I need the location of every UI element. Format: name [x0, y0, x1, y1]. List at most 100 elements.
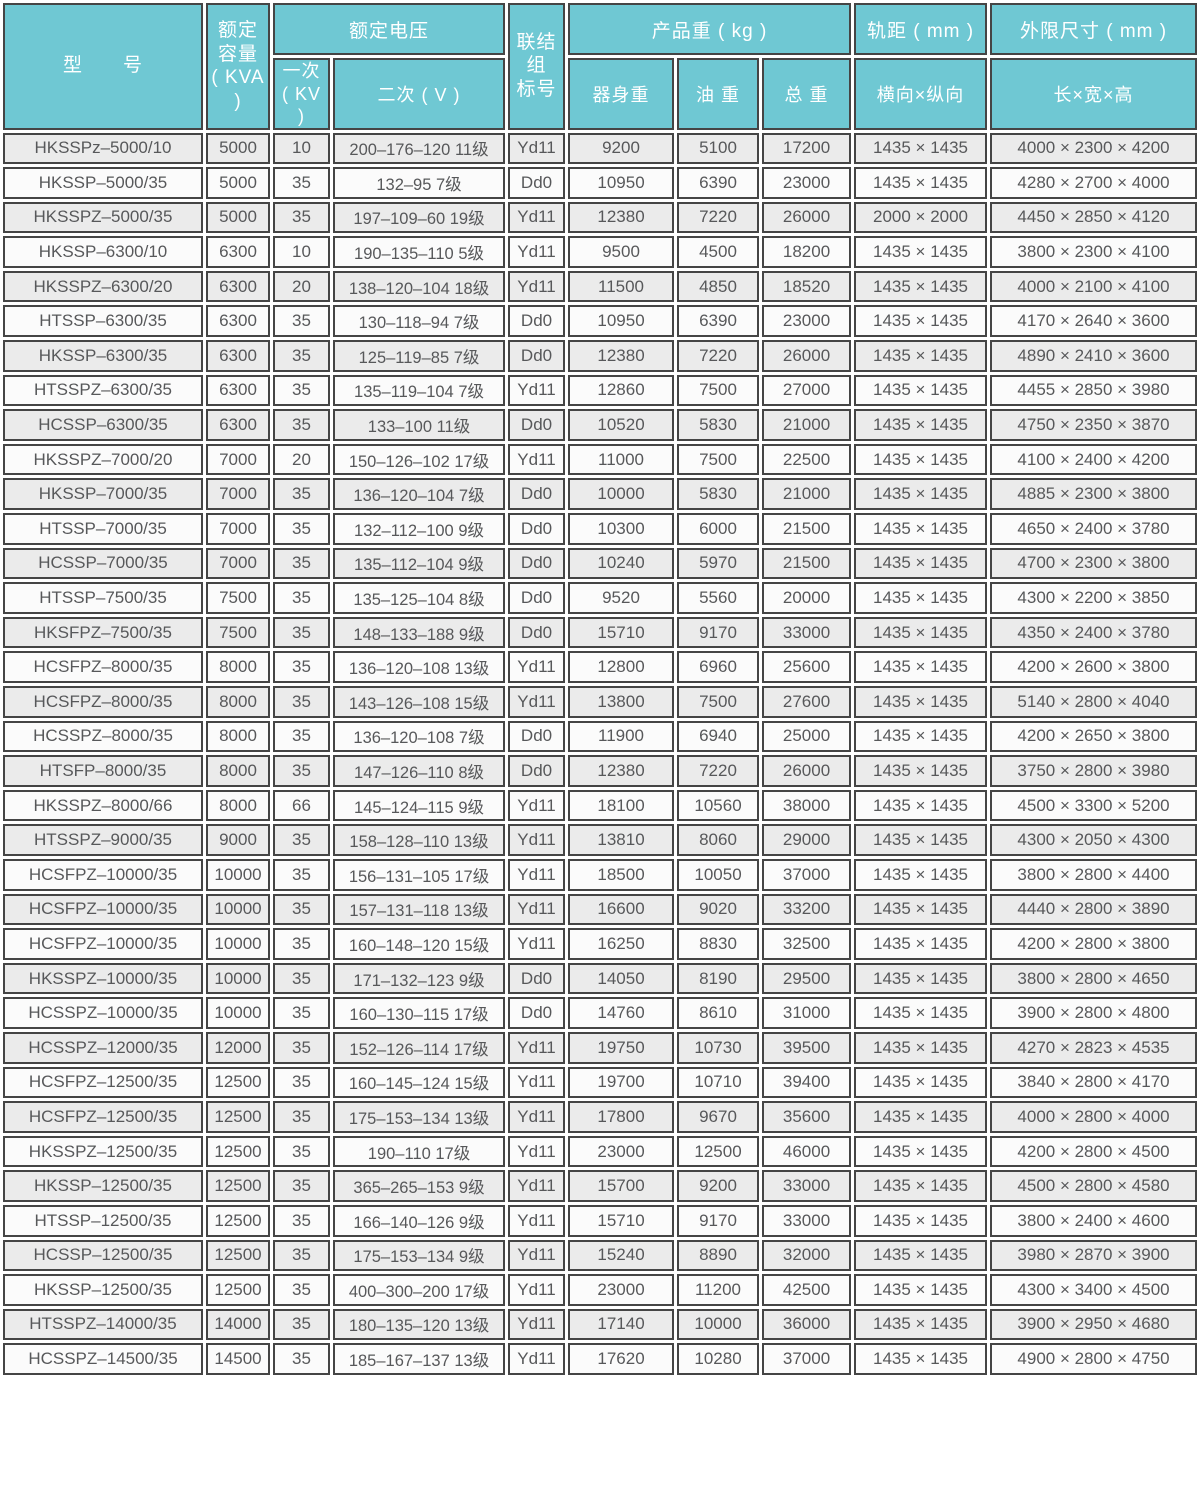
cell-oil-weight: 6940 — [677, 720, 760, 753]
table-row: HKSSPZ–7000/20 7000 20 150–126–102 17级 Yd11 1… — [3, 443, 1198, 476]
cell-oil-weight: 4500 — [677, 236, 760, 268]
cell-model: HCSFPZ–10000/35 — [3, 858, 203, 891]
header-voltage-label: 额定电压 — [349, 20, 430, 42]
cell-oil-weight: 6390 — [677, 305, 760, 338]
cell-oil-weight: 5830 — [677, 478, 760, 511]
cell-oil-weight: 9020 — [677, 893, 760, 926]
cell-vector-group: Dd0 — [508, 547, 566, 580]
table-row: HKSSP–7000/35 7000 35 136–120–104 7级 Dd0 1000… — [3, 478, 1198, 511]
cell-primary-kv: 35 — [273, 1308, 330, 1341]
cell-vector-group: Yd11 — [508, 132, 566, 165]
cell-oil-weight: 6390 — [677, 167, 760, 199]
cell-gauge: 1435 × 1435 — [854, 789, 988, 822]
cell-model: HTSSPZ–6300/35 — [3, 374, 203, 407]
cell-body-weight: 14050 — [568, 962, 675, 995]
header-dims-sub: 长×宽×高 — [990, 58, 1198, 130]
cell-vector-group: Dd0 — [508, 997, 566, 1029]
cell-secondary-v: 152–126–114 17级 — [333, 1031, 506, 1064]
cell-dimensions: 4000 × 2300 × 4200 — [990, 132, 1198, 165]
cell-total-weight: 33000 — [762, 1170, 852, 1202]
table-row: HCSSP–6300/35 6300 35 133–100 11级 Dd0 10520 58… — [3, 409, 1198, 441]
cell-body-weight: 11900 — [568, 720, 675, 753]
cell-dimensions: 4440 × 2800 × 3890 — [990, 893, 1198, 926]
cell-primary-kv: 35 — [273, 547, 330, 580]
cell-oil-weight: 9670 — [677, 1101, 760, 1133]
cell-kva: 10000 — [206, 893, 270, 926]
cell-body-weight: 17140 — [568, 1308, 675, 1341]
cell-gauge: 1435 × 1435 — [854, 1204, 988, 1237]
header-vector-label-1: 联结组 — [516, 31, 557, 77]
cell-vector-group: Yd11 — [508, 1343, 566, 1375]
cell-primary-kv: 35 — [273, 1239, 330, 1272]
cell-body-weight: 12800 — [568, 651, 675, 683]
cell-body-weight: 10950 — [568, 305, 675, 338]
table-row: HTSSPZ–9000/35 9000 35 158–128–110 13级 Yd11 1… — [3, 824, 1198, 856]
cell-dimensions: 4750 × 2350 × 3870 — [990, 409, 1198, 441]
table-row: HKSSP–6300/10 6300 10 190–135–110 5级 Yd11 950… — [3, 236, 1198, 268]
cell-oil-weight: 5560 — [677, 582, 760, 614]
cell-vector-group: Dd0 — [508, 513, 566, 545]
cell-kva: 14500 — [206, 1343, 270, 1375]
cell-gauge: 1435 × 1435 — [854, 1066, 988, 1099]
header-primary: 一次 ( KV ) — [273, 58, 330, 130]
cell-vector-group: Dd0 — [508, 409, 566, 441]
cell-primary-kv: 35 — [273, 582, 330, 614]
cell-oil-weight: 12500 — [677, 1135, 760, 1168]
cell-oil-weight: 5100 — [677, 132, 760, 165]
cell-kva: 10000 — [206, 997, 270, 1029]
cell-total-weight: 20000 — [762, 582, 852, 614]
cell-dimensions: 3900 × 2800 × 4800 — [990, 997, 1198, 1029]
table-row: HCSSP–7000/35 7000 35 135–112–104 9级 Dd0 1024… — [3, 547, 1198, 580]
table-row: HKSFPZ–7500/35 7500 35 148–133–188 9级 Dd0 157… — [3, 616, 1198, 649]
cell-oil-weight: 5970 — [677, 547, 760, 580]
cell-body-weight: 19700 — [568, 1066, 675, 1099]
cell-oil-weight: 4850 — [677, 270, 760, 303]
cell-oil-weight: 5830 — [677, 409, 760, 441]
cell-secondary-v: 135–112–104 9级 — [333, 547, 506, 580]
cell-total-weight: 21500 — [762, 547, 852, 580]
cell-primary-kv: 35 — [273, 928, 330, 960]
cell-kva: 12000 — [206, 1031, 270, 1064]
cell-body-weight: 23000 — [568, 1274, 675, 1306]
cell-body-weight: 15710 — [568, 1204, 675, 1237]
cell-primary-kv: 35 — [273, 478, 330, 511]
cell-kva: 7000 — [206, 547, 270, 580]
header-secondary-label: 二次 ( V ) — [377, 84, 461, 105]
header-gauge-sub: 横向×纵向 — [854, 58, 988, 130]
cell-total-weight: 33200 — [762, 893, 852, 926]
table-row: HCSFPZ–12500/35 12500 35 175–153–134 13级 Yd1… — [3, 1101, 1198, 1133]
cell-dimensions: 4455 × 2850 × 3980 — [990, 374, 1198, 407]
table-row: HCSFPZ–10000/35 10000 35 157–131–118 13级 Yd1… — [3, 893, 1198, 926]
cell-model: HKSSPZ–5000/35 — [3, 201, 203, 234]
cell-vector-group: Yd11 — [508, 1170, 566, 1202]
cell-total-weight: 29000 — [762, 824, 852, 856]
cell-primary-kv: 20 — [273, 443, 330, 476]
cell-body-weight: 16600 — [568, 893, 675, 926]
cell-total-weight: 26000 — [762, 340, 852, 372]
cell-primary-kv: 35 — [273, 720, 330, 753]
cell-body-weight: 10000 — [568, 478, 675, 511]
cell-vector-group: Dd0 — [508, 616, 566, 649]
cell-vector-group: Yd11 — [508, 789, 566, 822]
cell-model: HKSSPz–5000/10 — [3, 132, 203, 165]
cell-dimensions: 5140 × 2800 × 4040 — [990, 686, 1198, 718]
cell-model: HCSSPZ–8000/35 — [3, 720, 203, 753]
cell-gauge: 1435 × 1435 — [854, 997, 988, 1029]
cell-body-weight: 23000 — [568, 1135, 675, 1168]
table-body: HKSSPz–5000/10 5000 10 200–176–120 11级 Yd11 9… — [3, 132, 1198, 1375]
cell-total-weight: 23000 — [762, 167, 852, 199]
header-model-label: 型 号 — [62, 55, 143, 77]
cell-dimensions: 4000 × 2800 × 4000 — [990, 1101, 1198, 1133]
cell-primary-kv: 35 — [273, 305, 330, 338]
header-secondary: 二次 ( V ) — [333, 58, 506, 130]
cell-total-weight: 23000 — [762, 305, 852, 338]
table-row: HCSSPZ–12000/35 12000 35 152–126–114 17级 Yd1… — [3, 1031, 1198, 1064]
cell-body-weight: 11000 — [568, 443, 675, 476]
cell-kva: 7500 — [206, 616, 270, 649]
cell-secondary-v: 148–133–188 9级 — [333, 616, 506, 649]
cell-kva: 6300 — [206, 374, 270, 407]
cell-dimensions: 4300 × 2200 × 3850 — [990, 582, 1198, 614]
cell-secondary-v: 138–120–104 18级 — [333, 270, 506, 303]
cell-primary-kv: 35 — [273, 1135, 330, 1168]
cell-total-weight: 26000 — [762, 755, 852, 787]
